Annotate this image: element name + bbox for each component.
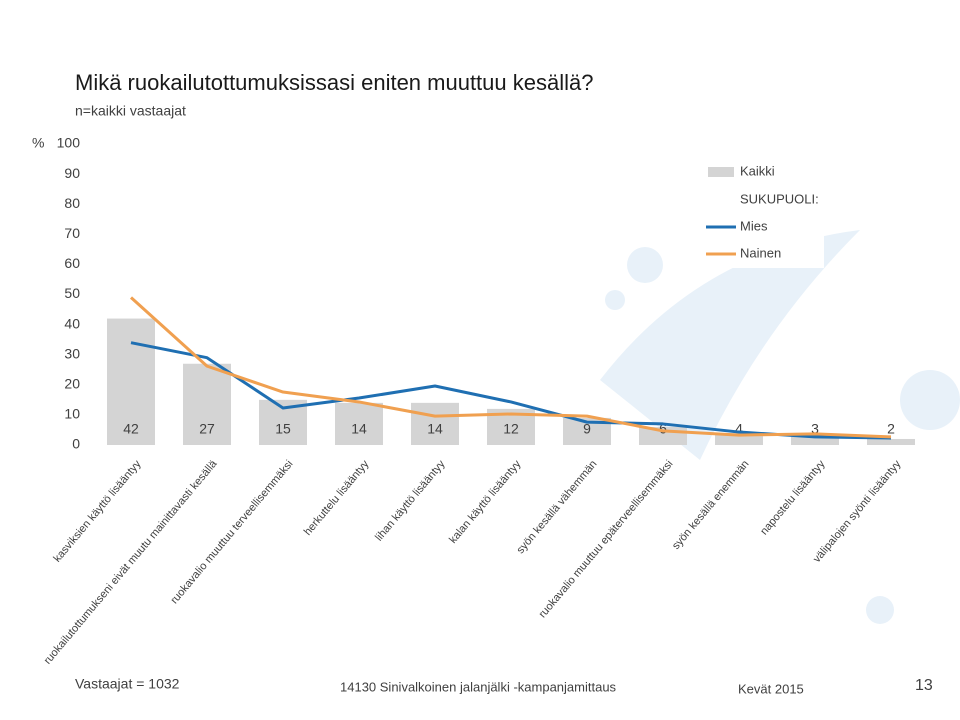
y-tick-label: 20 [64, 376, 80, 392]
footer-respondents: Vastaajat = 1032 [75, 676, 180, 692]
page-number: 13 [915, 677, 933, 694]
data-label: 4 [735, 421, 743, 437]
bar [867, 438, 915, 445]
legend-box [702, 160, 824, 268]
y-tick-label: 10 [64, 406, 80, 422]
title: Mikä ruokailutottumuksissasi eniten muut… [75, 70, 593, 95]
deco-circle [866, 596, 894, 624]
data-label: 12 [503, 421, 519, 437]
legend-heading: SUKUPUOLI: [740, 191, 819, 206]
y-tick-label: 70 [64, 225, 80, 241]
y-tick-label: 60 [64, 255, 80, 271]
data-label: 42 [123, 421, 139, 437]
data-label: 14 [427, 421, 443, 437]
deco-circle [900, 370, 960, 430]
line-series [129, 296, 892, 439]
legend-swatch [708, 167, 734, 177]
legend-label: Nainen [740, 245, 781, 260]
data-label: 15 [275, 421, 291, 437]
deco-circle [605, 290, 625, 310]
y-tick-label: 40 [64, 315, 80, 331]
bar [411, 402, 459, 445]
y-tick-label: 100 [57, 135, 81, 151]
y-tick-label: 80 [64, 195, 80, 211]
bar [791, 435, 839, 445]
bar [183, 363, 231, 445]
y-axis-label: % [32, 135, 44, 151]
data-label: 2 [887, 421, 895, 437]
deco-circle [627, 247, 663, 283]
bar [335, 402, 383, 445]
data-label: 6 [659, 421, 667, 437]
footer-project: 14130 Sinivalkoinen jalanjälki -kampanja… [340, 679, 617, 694]
decoration [600, 230, 960, 624]
y-tick-label: 50 [64, 285, 80, 301]
legend-label: Mies [740, 218, 768, 233]
y-tick-label: 30 [64, 345, 80, 361]
legend: SUKUPUOLI: [702, 160, 824, 268]
subtitle: n=kaikki vastaajat [75, 103, 186, 119]
data-label: 27 [199, 421, 215, 437]
bar [107, 318, 155, 445]
y-tick-label: 0 [72, 436, 80, 452]
data-label: 3 [811, 421, 819, 437]
data-label: 9 [583, 421, 591, 437]
deco-leaf [600, 230, 860, 460]
legend-label: Kaikki [740, 163, 775, 178]
y-tick-label: 90 [64, 165, 80, 181]
footer-period: Kevät 2015 [738, 681, 804, 696]
data-label: 14 [351, 421, 367, 437]
